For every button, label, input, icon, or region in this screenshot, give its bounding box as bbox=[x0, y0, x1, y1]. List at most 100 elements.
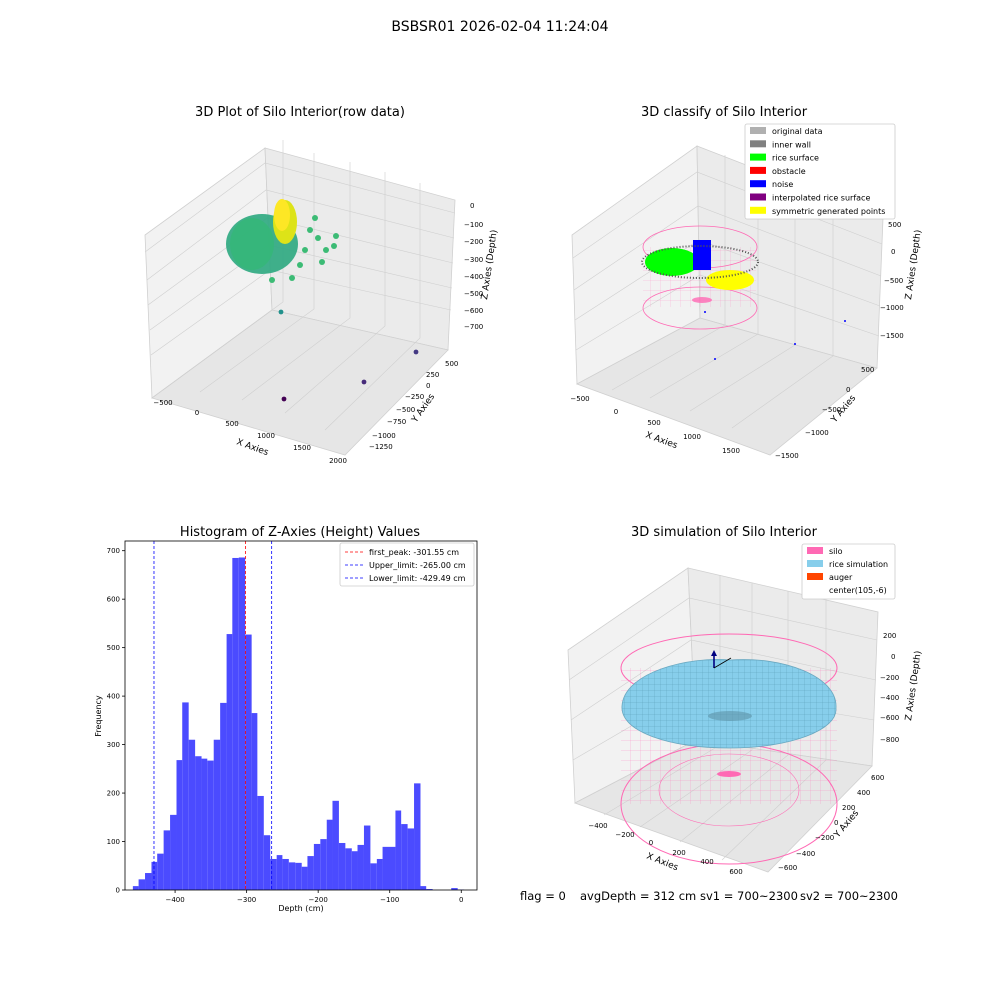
histogram-yticks: 0 100 200 300 400 500 600 700 bbox=[107, 547, 125, 895]
p1-ytick: 250 bbox=[426, 371, 439, 379]
grid-lines bbox=[144, 140, 456, 431]
p4-xtick: 0 bbox=[649, 839, 653, 847]
legend-label: interpolated rice surface bbox=[772, 194, 870, 203]
p4-ztick: −400 bbox=[880, 694, 899, 702]
histogram-bar bbox=[426, 889, 433, 890]
p2-ztick: 500 bbox=[888, 221, 901, 229]
noise-outliers bbox=[704, 311, 846, 360]
histogram-bar bbox=[320, 839, 327, 890]
x-tick-label: −200 bbox=[309, 896, 328, 904]
raw-outlier-3 bbox=[361, 379, 367, 385]
p4-xtick: 400 bbox=[700, 858, 713, 866]
p2-ytick: 500 bbox=[861, 366, 874, 374]
histogram-bar bbox=[138, 879, 146, 890]
histogram-vlines bbox=[153, 541, 273, 890]
y-tick-label: 300 bbox=[107, 741, 120, 749]
raw-outlier-1 bbox=[278, 309, 284, 315]
histogram-bar bbox=[288, 862, 296, 890]
x-tick-label: −400 bbox=[165, 896, 184, 904]
p1-ztick: −400 bbox=[464, 273, 483, 281]
legend-label: rice simulation bbox=[829, 560, 888, 569]
panel1-title: 3D Plot of Silo Interior(row data) bbox=[195, 105, 405, 120]
noise-points bbox=[693, 240, 711, 270]
p4-ytick: 600 bbox=[871, 774, 884, 782]
panel-simulation-3d: 3D simulation of Silo Interior −400 −200 bbox=[567, 525, 924, 876]
silo-bottom-center bbox=[692, 297, 712, 303]
legend-swatch bbox=[750, 140, 766, 148]
legend-label: auger bbox=[829, 573, 853, 582]
histogram-bar bbox=[407, 828, 415, 890]
hist-xlabel: Depth (cm) bbox=[278, 904, 323, 913]
legend-label: Upper_limit: -265.00 cm bbox=[369, 561, 466, 570]
panel2-title: 3D classify of Silo Interior bbox=[641, 105, 808, 120]
flag-text: flag = 0 bbox=[520, 889, 566, 903]
silo-bottom-inner-ring bbox=[658, 753, 800, 827]
avg-depth-text: avgDepth = 312 cm bbox=[580, 889, 696, 903]
p2-xtick: 1500 bbox=[722, 447, 740, 455]
p2-zlabel: Z Axies (Depth) bbox=[904, 229, 924, 300]
raw-outlier-4 bbox=[281, 396, 287, 402]
silo-bottom-center bbox=[717, 771, 741, 777]
legend-swatch bbox=[750, 127, 766, 134]
p1-ytick: −250 bbox=[405, 393, 424, 401]
panel-histogram: Histogram of Z-Axies (Height) Values −40… bbox=[94, 525, 478, 913]
histogram-bars bbox=[132, 557, 465, 890]
p1-ztick: −100 bbox=[464, 221, 483, 229]
raw-cloud-rim bbox=[230, 218, 274, 270]
histogram-bar bbox=[182, 702, 189, 890]
y-tick-label: 600 bbox=[107, 596, 120, 604]
histogram-bar bbox=[232, 557, 239, 890]
legend-label: rice surface bbox=[772, 154, 819, 163]
legend-swatch bbox=[750, 166, 766, 174]
histogram-bar bbox=[282, 858, 289, 890]
p4-xtick: −200 bbox=[615, 831, 634, 839]
legend-label: Lower_limit: -429.49 cm bbox=[369, 574, 466, 583]
p2-xtick: 1000 bbox=[683, 433, 701, 441]
p1-ztick: 0 bbox=[470, 202, 474, 210]
p1-ytick: −1000 bbox=[372, 432, 396, 440]
x-tick-label: −300 bbox=[237, 896, 256, 904]
p2-ztick: −1500 bbox=[880, 332, 904, 340]
histogram-bar bbox=[332, 800, 339, 890]
p1-ztick: −200 bbox=[464, 238, 483, 246]
legend-frame bbox=[339, 542, 475, 587]
p1-ztick: −700 bbox=[464, 323, 483, 331]
p2-xtick: 0 bbox=[614, 408, 618, 416]
legend-swatch bbox=[750, 180, 766, 188]
legend-frame bbox=[744, 123, 896, 220]
p4-ytick: 200 bbox=[842, 804, 855, 812]
histogram-bar bbox=[263, 835, 271, 890]
histogram-bar bbox=[414, 783, 421, 890]
histogram-bar bbox=[376, 858, 383, 890]
legend-swatch bbox=[807, 573, 823, 580]
histogram-bar bbox=[382, 846, 389, 890]
p1-xtick: 0 bbox=[195, 409, 199, 417]
histogram-bar bbox=[170, 814, 177, 890]
histogram-bar bbox=[363, 825, 371, 890]
pane-floor bbox=[576, 317, 878, 456]
histogram-bar bbox=[176, 760, 183, 890]
p1-ytick: 0 bbox=[426, 382, 430, 390]
histogram-bar bbox=[357, 844, 364, 890]
sv2-text: sv2 = 700~2300 bbox=[800, 889, 898, 903]
histogram-bar bbox=[345, 848, 352, 890]
p1-xtick: 500 bbox=[225, 420, 238, 428]
histogram-bar bbox=[201, 758, 208, 890]
y-tick-label: 500 bbox=[107, 644, 120, 652]
p4-ztick: −800 bbox=[880, 736, 899, 744]
histogram-bar bbox=[257, 795, 264, 890]
histogram-bar bbox=[326, 819, 333, 890]
p4-ytick: 0 bbox=[834, 819, 838, 827]
histogram-bar bbox=[251, 713, 258, 890]
legend-label: inner wall bbox=[772, 140, 811, 149]
histogram-bar bbox=[307, 856, 314, 890]
symmetric-points bbox=[706, 270, 754, 290]
histogram-bar bbox=[351, 851, 358, 890]
legend-label: symmetric generated points bbox=[772, 207, 885, 216]
panel-raw-data-3d: 3D Plot of Silo Interior(row data) bbox=[144, 105, 500, 465]
raw-scatter-tail bbox=[269, 215, 339, 283]
histogram-bar bbox=[338, 842, 346, 890]
legend-label: obstacle bbox=[772, 167, 806, 176]
p1-ztick: −500 bbox=[464, 290, 483, 298]
